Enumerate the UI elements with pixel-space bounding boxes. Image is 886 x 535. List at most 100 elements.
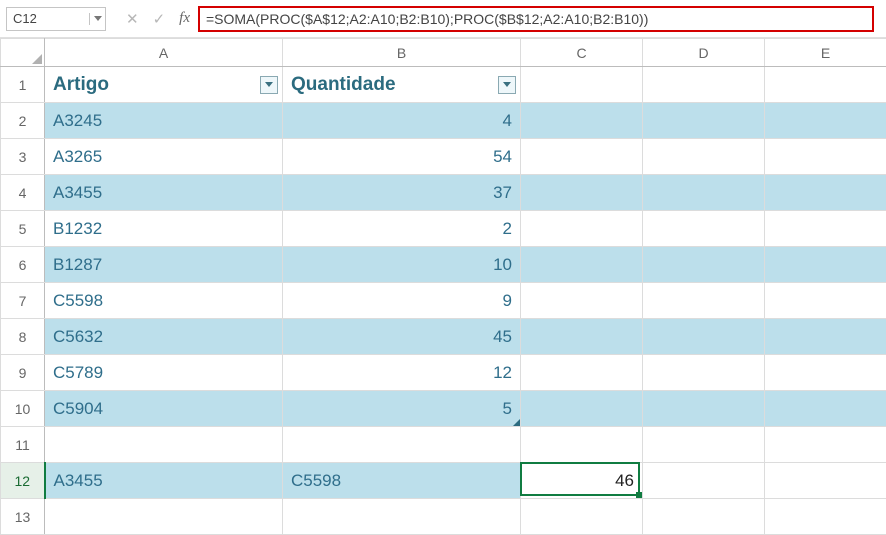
cell[interactable] bbox=[521, 391, 643, 427]
cell[interactable] bbox=[521, 139, 643, 175]
row-header[interactable]: 5 bbox=[1, 211, 45, 247]
row-header[interactable]: 11 bbox=[1, 427, 45, 463]
column-header-row: A B C D E bbox=[1, 39, 886, 67]
name-box-dropdown-icon[interactable] bbox=[89, 13, 101, 25]
filter-icon[interactable] bbox=[260, 76, 278, 94]
cell[interactable] bbox=[643, 175, 765, 211]
cell[interactable] bbox=[521, 247, 643, 283]
row-header[interactable]: 6 bbox=[1, 247, 45, 283]
cell[interactable] bbox=[521, 319, 643, 355]
cell[interactable] bbox=[643, 283, 765, 319]
col-header-a[interactable]: A bbox=[45, 39, 283, 67]
cell-quantidade[interactable]: 4 bbox=[283, 103, 521, 139]
cell[interactable] bbox=[765, 463, 886, 499]
cell-artigo[interactable]: C5789 bbox=[45, 355, 283, 391]
table-header-artigo[interactable]: Artigo bbox=[45, 67, 283, 103]
cell-artigo[interactable]: A3245 bbox=[45, 103, 283, 139]
cell[interactable] bbox=[643, 139, 765, 175]
worksheet[interactable]: A B C D E 1 Artigo Quantidade 2 A3245 bbox=[0, 38, 886, 535]
cell[interactable] bbox=[521, 427, 643, 463]
cell-artigo[interactable]: B1287 bbox=[45, 247, 283, 283]
cell-quantidade[interactable]: 9 bbox=[283, 283, 521, 319]
cell[interactable] bbox=[765, 427, 886, 463]
cell[interactable] bbox=[521, 499, 643, 535]
data-row: 13 bbox=[1, 499, 886, 535]
row-header[interactable]: 1 bbox=[1, 67, 45, 103]
cell[interactable] bbox=[521, 67, 643, 103]
cell[interactable] bbox=[765, 175, 886, 211]
filter-icon[interactable] bbox=[498, 76, 516, 94]
cell-quantidade[interactable]: 45 bbox=[283, 319, 521, 355]
formula-text: =SOMA(PROC($A$12;A2:A10;B2:B10);PROC($B$… bbox=[206, 11, 648, 27]
cell[interactable] bbox=[521, 283, 643, 319]
cell[interactable] bbox=[521, 103, 643, 139]
cell[interactable] bbox=[45, 499, 283, 535]
col-header-d[interactable]: D bbox=[643, 39, 765, 67]
cell-artigo[interactable]: C5632 bbox=[45, 319, 283, 355]
cell[interactable] bbox=[765, 67, 886, 103]
cell[interactable] bbox=[765, 391, 886, 427]
cell[interactable] bbox=[765, 211, 886, 247]
cell[interactable] bbox=[45, 427, 283, 463]
data-row: 7 C5598 9 bbox=[1, 283, 886, 319]
row-header[interactable]: 12 bbox=[1, 463, 45, 499]
col-header-b[interactable]: B bbox=[283, 39, 521, 67]
cell[interactable] bbox=[643, 427, 765, 463]
cell-artigo[interactable]: C5904 bbox=[45, 391, 283, 427]
cell[interactable] bbox=[765, 247, 886, 283]
fx-icon[interactable]: fx bbox=[179, 10, 190, 27]
formula-bar: C12 ✕ ✓ fx =SOMA(PROC($A$12;A2:A10;B2:B1… bbox=[0, 0, 886, 38]
cell-quantidade[interactable]: 10 bbox=[283, 247, 521, 283]
row-header[interactable]: 7 bbox=[1, 283, 45, 319]
data-row: 6 B1287 10 bbox=[1, 247, 886, 283]
cell[interactable] bbox=[521, 175, 643, 211]
formula-input[interactable]: =SOMA(PROC($A$12;A2:A10;B2:B10);PROC($B$… bbox=[198, 6, 874, 32]
col-header-e[interactable]: E bbox=[765, 39, 886, 67]
cell-artigo[interactable]: C5598 bbox=[45, 283, 283, 319]
cell[interactable] bbox=[283, 427, 521, 463]
cell[interactable] bbox=[643, 247, 765, 283]
cell[interactable] bbox=[765, 319, 886, 355]
row-header[interactable]: 9 bbox=[1, 355, 45, 391]
cell[interactable] bbox=[643, 391, 765, 427]
lookup-b[interactable]: C5598 bbox=[283, 463, 521, 499]
cell[interactable] bbox=[765, 103, 886, 139]
select-all-corner[interactable] bbox=[1, 39, 45, 67]
cell[interactable] bbox=[643, 103, 765, 139]
cell-quantidade[interactable]: 54 bbox=[283, 139, 521, 175]
cell-artigo[interactable]: B1232 bbox=[45, 211, 283, 247]
row-header[interactable]: 4 bbox=[1, 175, 45, 211]
cell[interactable] bbox=[283, 499, 521, 535]
row-header[interactable]: 10 bbox=[1, 391, 45, 427]
cell[interactable] bbox=[765, 283, 886, 319]
cell[interactable] bbox=[643, 355, 765, 391]
col-header-c[interactable]: C bbox=[521, 39, 643, 67]
cell[interactable] bbox=[521, 355, 643, 391]
cell-quantidade[interactable]: 37 bbox=[283, 175, 521, 211]
cell[interactable] bbox=[521, 211, 643, 247]
row-header[interactable]: 8 bbox=[1, 319, 45, 355]
cell-quantidade[interactable]: 5 bbox=[283, 391, 521, 427]
lookup-result[interactable]: 46 bbox=[521, 463, 643, 499]
cell-quantidade[interactable]: 2 bbox=[283, 211, 521, 247]
cell-quantidade[interactable]: 12 bbox=[283, 355, 521, 391]
cell[interactable] bbox=[765, 139, 886, 175]
table-header-quantidade[interactable]: Quantidade bbox=[283, 67, 521, 103]
cell[interactable] bbox=[643, 499, 765, 535]
cell[interactable] bbox=[643, 319, 765, 355]
cancel-icon[interactable]: ✕ bbox=[126, 10, 139, 28]
row-header[interactable]: 13 bbox=[1, 499, 45, 535]
confirm-icon[interactable]: ✓ bbox=[153, 10, 166, 28]
cell[interactable] bbox=[643, 67, 765, 103]
row-header[interactable]: 3 bbox=[1, 139, 45, 175]
cell-artigo[interactable]: A3455 bbox=[45, 175, 283, 211]
cell[interactable] bbox=[765, 355, 886, 391]
cell[interactable] bbox=[643, 463, 765, 499]
cell-artigo[interactable]: A3265 bbox=[45, 139, 283, 175]
cell[interactable] bbox=[765, 499, 886, 535]
cell[interactable] bbox=[643, 211, 765, 247]
formula-bar-icons: ✕ ✓ bbox=[126, 10, 165, 28]
lookup-a[interactable]: A3455 bbox=[45, 463, 283, 499]
row-header[interactable]: 2 bbox=[1, 103, 45, 139]
name-box[interactable]: C12 bbox=[6, 7, 106, 31]
